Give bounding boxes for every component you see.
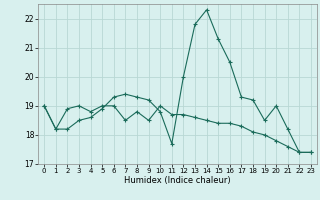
X-axis label: Humidex (Indice chaleur): Humidex (Indice chaleur) [124, 176, 231, 185]
